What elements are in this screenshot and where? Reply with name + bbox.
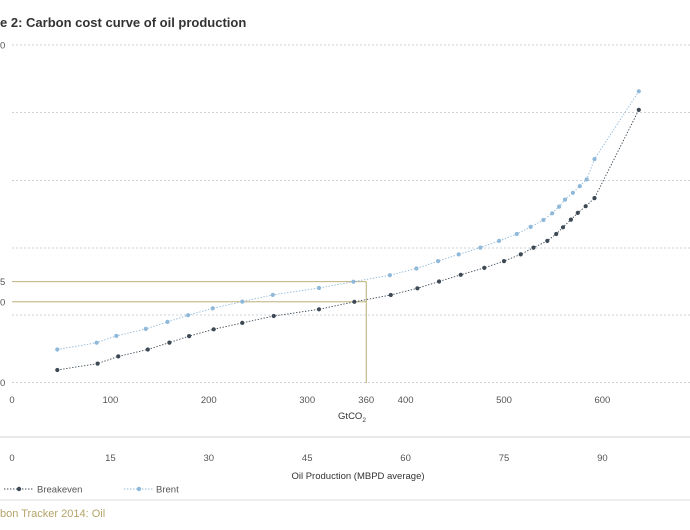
x-tick-label: 600	[594, 395, 610, 406]
data-point-brent	[497, 238, 502, 243]
production-tick-label: 90	[597, 453, 608, 464]
data-point-brent	[270, 292, 275, 297]
data-point-brent	[240, 299, 245, 304]
data-point-brent	[541, 217, 546, 223]
x-tick-label: 400	[398, 395, 414, 406]
production-tick-label: 30	[204, 453, 215, 464]
series-breakeven	[55, 107, 641, 373]
data-point-breakeven	[531, 245, 536, 250]
data-point-brent	[528, 224, 533, 229]
data-point-brent	[436, 259, 441, 264]
data-point-brent	[557, 204, 562, 209]
highlight-tick-label: 5	[0, 277, 5, 288]
legend-breakeven-label: Breakeven	[37, 485, 82, 496]
data-point-brent	[351, 279, 356, 284]
x-axis-label: GtCO2	[338, 411, 366, 424]
data-point-brent	[186, 313, 191, 318]
data-series	[55, 89, 641, 373]
highlight-tick-labels: 50	[0, 277, 5, 308]
production-tick-label: 45	[302, 453, 313, 464]
data-point-breakeven	[187, 334, 192, 339]
data-point-breakeven	[482, 265, 487, 270]
data-point-breakeven	[554, 231, 559, 237]
production-tick-label: 15	[105, 453, 116, 464]
data-point-brent	[143, 326, 148, 331]
legend-breakeven-marker	[16, 486, 22, 492]
data-point-breakeven	[636, 107, 641, 112]
data-point-brent	[514, 231, 519, 237]
highlight-tick-label: 0	[0, 297, 5, 308]
data-point-breakeven	[560, 225, 566, 230]
data-point-brent	[94, 340, 99, 345]
data-point-breakeven	[352, 299, 357, 304]
data-point-breakeven	[145, 347, 150, 352]
data-point-breakeven	[240, 320, 245, 325]
data-point-breakeven	[316, 307, 322, 312]
data-point-breakeven	[568, 217, 574, 222]
data-point-breakeven	[545, 238, 550, 243]
x-tick-label-highlight: 360	[358, 395, 374, 406]
x-tick-label: 100	[102, 395, 118, 406]
data-point-brent	[550, 211, 555, 216]
data-point-breakeven	[592, 196, 597, 201]
gridlines	[0, 44, 690, 438]
data-point-breakeven	[95, 361, 100, 366]
data-point-brent	[414, 266, 419, 271]
production-tick-labels: 0 15 30 45 60 75 90	[9, 453, 607, 464]
series-line-breakeven	[57, 109, 640, 371]
data-point-brent	[592, 157, 597, 162]
data-point-breakeven	[116, 354, 121, 359]
data-point-breakeven	[271, 313, 276, 319]
data-point-brent	[562, 197, 568, 202]
data-point-brent	[210, 306, 215, 311]
data-point-breakeven	[518, 252, 523, 257]
data-point-breakeven	[55, 367, 60, 373]
production-tick-label: 60	[400, 453, 411, 464]
data-point-breakeven	[575, 210, 580, 215]
data-point-breakeven	[388, 292, 393, 298]
y-tick-labels: 00	[0, 41, 5, 390]
source-note: bon Tracker 2014: Oil	[0, 508, 105, 520]
data-point-brent	[636, 89, 641, 94]
data-point-brent	[456, 252, 461, 257]
x-tick-label: 0	[9, 395, 14, 406]
production-tick-label: 0	[9, 453, 14, 464]
data-point-brent	[387, 273, 392, 278]
data-point-breakeven	[415, 286, 420, 291]
highlight-lines	[12, 281, 367, 383]
data-point-brent	[114, 333, 119, 338]
chart-title: e 2: Carbon cost curve of oil production	[0, 15, 246, 30]
data-point-brent	[584, 177, 589, 182]
data-point-breakeven	[211, 327, 216, 332]
data-point-brent	[55, 347, 60, 352]
production-tick-label: 75	[499, 453, 510, 464]
production-axis-label: Oil Production (MBPD average)	[291, 471, 424, 482]
data-point-brent	[577, 184, 582, 189]
x-tick-label: 300	[299, 395, 315, 406]
data-point-breakeven	[167, 340, 172, 345]
y-tick-label: 0	[0, 378, 5, 389]
x-tick-label: 200	[201, 395, 217, 406]
x-axis-label-subscript: 2	[362, 417, 366, 424]
data-point-brent	[478, 245, 483, 250]
series-brent	[55, 89, 641, 352]
data-point-brent	[570, 190, 576, 195]
y-tick-label: 0	[0, 41, 5, 52]
x-axis-label-text: GtCO	[338, 411, 362, 422]
legend-brent-label: Brent	[156, 485, 179, 496]
data-point-breakeven	[437, 279, 442, 284]
data-point-breakeven	[458, 272, 463, 277]
data-point-brent	[316, 285, 322, 291]
data-point-brent	[165, 319, 170, 324]
x-tick-label: 500	[496, 395, 512, 406]
legend-brent-marker	[136, 486, 142, 492]
x-tick-labels: 0 100 200 300 400 500 600 360	[9, 395, 610, 406]
data-point-breakeven	[501, 259, 507, 264]
legend: Breakeven Brent	[4, 485, 179, 496]
series-line-brent	[57, 91, 640, 350]
data-point-breakeven	[583, 204, 588, 209]
